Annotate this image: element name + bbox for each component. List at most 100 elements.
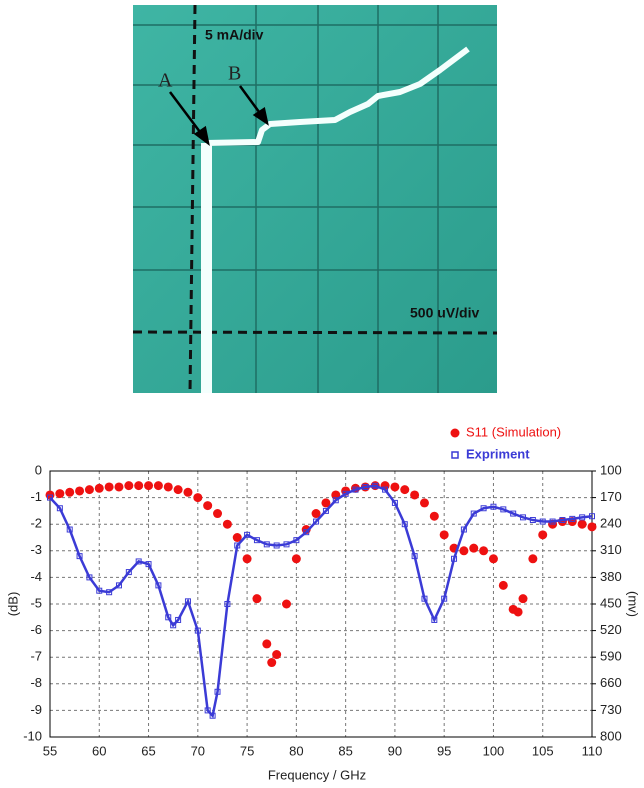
data-point: [441, 595, 448, 602]
data-point: [469, 543, 479, 553]
y2-tick-label: 240: [600, 516, 622, 531]
data-point: [283, 541, 290, 548]
y-axis-label: (dB): [5, 592, 20, 617]
data-point: [263, 541, 270, 548]
y2-tick-label: 170: [600, 489, 622, 504]
data-point: [55, 489, 65, 499]
data-point: [293, 537, 300, 544]
data-point: [193, 493, 203, 503]
x-tick-label: 95: [437, 743, 451, 758]
x-tick-label: 80: [289, 743, 303, 758]
data-point: [66, 526, 73, 533]
scope-trace: [201, 143, 212, 393]
data-point: [459, 546, 469, 556]
data-point: [539, 518, 546, 525]
data-point: [204, 707, 211, 714]
data-point: [145, 561, 152, 568]
y-tick-label: 0: [35, 462, 42, 477]
data-point: [321, 498, 331, 508]
data-point: [538, 530, 548, 540]
data-point: [282, 599, 292, 609]
data-point: [352, 486, 359, 493]
x-tick-label: 85: [338, 743, 352, 758]
plot-frame: [49, 470, 593, 738]
data-point: [135, 558, 142, 565]
data-point: [500, 506, 507, 513]
data-point: [232, 533, 242, 542]
y-tick-label: -3: [30, 542, 42, 557]
data-point: [244, 531, 251, 538]
data-point: [431, 616, 438, 623]
data-point: [163, 482, 173, 492]
point-label: A: [158, 70, 173, 92]
chart: Frequency / GHz (dB) (mv) 55 60 65 70 75 80 85…: [5, 424, 640, 782]
data-point: [213, 509, 223, 519]
x-axis-label: Frequency / GHz: [268, 767, 366, 782]
data-point: [390, 482, 400, 492]
x-tick-label: 55: [43, 743, 57, 758]
data-point: [510, 510, 517, 517]
data-point: [429, 511, 439, 521]
data-point: [303, 529, 310, 536]
scope-arrows: [169, 85, 269, 146]
data-point: [291, 554, 301, 564]
y2-axis-label: (mv): [626, 591, 641, 617]
data-point: [267, 658, 277, 668]
data-point: [175, 616, 182, 623]
data-point: [401, 521, 408, 528]
data-point: [528, 554, 538, 564]
data-point: [520, 514, 527, 521]
data-point: [332, 497, 339, 504]
data-point: [589, 513, 595, 520]
data-point: [104, 482, 114, 492]
scope-axis-h: [132, 330, 498, 335]
y-tick-label: -10: [23, 728, 42, 743]
data-point: [76, 553, 83, 560]
data-point: [170, 622, 177, 629]
x-tick-label: 60: [92, 743, 106, 758]
data-point: [75, 486, 85, 496]
x-tick-label: 110: [582, 743, 603, 758]
y2-tick-label: 100: [600, 462, 622, 477]
y2-tick-label: 450: [600, 595, 622, 610]
data-point: [362, 483, 369, 490]
data-point: [253, 537, 260, 544]
data-point: [569, 515, 576, 522]
data-point: [529, 517, 536, 524]
data-point: [311, 509, 321, 519]
x-tick-label: 65: [141, 743, 155, 758]
data-point: [421, 595, 428, 602]
x-tick-label: 75: [240, 743, 254, 758]
data-point: [559, 517, 566, 524]
scope-label: 5 mA/div: [205, 27, 264, 43]
data-point: [84, 485, 94, 495]
data-point: [331, 490, 341, 500]
data-point: [549, 518, 556, 525]
y-tick-label: -7: [30, 649, 42, 664]
data-point: [579, 514, 586, 521]
data-point: [391, 499, 398, 506]
series-line: [49, 484, 593, 719]
data-point: [106, 589, 113, 596]
data-point: [490, 503, 497, 510]
y-tick-label: -6: [30, 622, 42, 637]
data-point: [224, 601, 231, 607]
point-label: B: [228, 63, 241, 85]
data-point: [144, 481, 154, 491]
y2-tick-label: 800: [600, 728, 622, 743]
x-tick-label: 105: [532, 743, 554, 758]
data-point: [194, 627, 201, 634]
data-point: [518, 594, 528, 604]
data-point: [155, 582, 162, 589]
data-point: [134, 481, 144, 491]
data-point: [577, 519, 587, 529]
data-point: [184, 598, 191, 605]
data-point: [222, 519, 232, 529]
data-point: [234, 542, 241, 549]
data-point: [439, 530, 449, 540]
data-point: [479, 546, 489, 556]
legend-label: Expriment: [466, 446, 530, 461]
data-point: [451, 555, 458, 562]
